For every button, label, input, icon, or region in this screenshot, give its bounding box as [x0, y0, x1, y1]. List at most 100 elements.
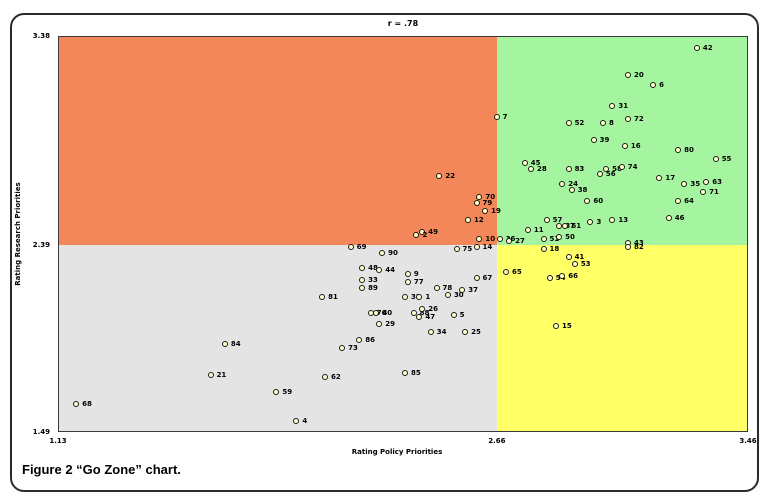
- point-marker-icon: [565, 120, 572, 127]
- data-point-25: 25: [462, 328, 481, 335]
- point-label: 68: [82, 400, 92, 409]
- point-label: 53: [580, 259, 591, 268]
- point-label: 59: [282, 387, 293, 396]
- data-point-55: 55: [712, 155, 731, 162]
- point-label: 57: [552, 215, 563, 224]
- plot-area: 42 20 6 31 7 52 8 72 39 16 80 55 45 28 83 56 58 74 17 24 35 6…: [58, 36, 748, 432]
- point-marker-icon: [571, 260, 578, 267]
- data-point-21: 21: [207, 372, 226, 379]
- point-marker-icon: [681, 181, 688, 188]
- data-point-45: 45: [521, 160, 540, 167]
- point-label: 20: [634, 70, 644, 79]
- point-marker-icon: [625, 71, 632, 78]
- quadrant-bottom-left: [59, 245, 497, 431]
- point-marker-icon: [359, 285, 366, 292]
- point-label: 76: [376, 309, 387, 318]
- data-point-67: 67: [473, 275, 492, 282]
- data-point-51: 51: [540, 235, 559, 242]
- point-label: 34: [436, 327, 447, 336]
- point-marker-icon: [319, 293, 326, 300]
- data-point-77: 77: [404, 279, 424, 286]
- y-tick-divider: 2.39: [32, 241, 50, 250]
- data-point-7: 7: [493, 113, 507, 120]
- point-label: 75: [462, 245, 473, 254]
- point-label: 52: [574, 119, 585, 128]
- point-label: 43: [634, 238, 644, 247]
- point-marker-icon: [473, 200, 480, 206]
- point-label: 70: [485, 192, 496, 201]
- point-label: 38: [577, 186, 588, 195]
- data-point-39: 39: [590, 136, 609, 143]
- point-label: 8: [609, 119, 614, 128]
- point-marker-icon: [559, 273, 566, 280]
- point-marker-icon: [402, 370, 409, 377]
- data-point-26: 26: [419, 305, 438, 314]
- point-marker-icon: [373, 310, 380, 317]
- data-point-70: 70: [476, 192, 496, 201]
- point-label: 71: [709, 188, 719, 197]
- data-point-65: 65: [502, 268, 522, 275]
- data-point-20: 20: [625, 70, 644, 79]
- data-point-80: 80: [675, 147, 694, 154]
- data-point-68: 68: [73, 400, 92, 409]
- point-label: 89: [368, 284, 378, 293]
- data-point-86: 86: [356, 337, 375, 344]
- data-point-40: 40: [373, 310, 392, 317]
- data-point-33: 33: [359, 277, 378, 284]
- data-point-6: 6: [650, 82, 664, 89]
- point-label: 12: [473, 215, 484, 224]
- point-marker-icon: [540, 246, 547, 253]
- data-point-2: 2: [413, 231, 427, 238]
- data-point-62: 62: [321, 374, 341, 381]
- data-point-66: 66: [559, 272, 579, 281]
- point-marker-icon: [473, 244, 480, 251]
- point-marker-icon: [496, 235, 503, 242]
- point-marker-icon: [207, 372, 214, 379]
- data-point-44: 44: [376, 265, 396, 274]
- point-marker-icon: [700, 189, 707, 196]
- point-marker-icon: [476, 193, 483, 200]
- point-marker-icon: [596, 170, 603, 177]
- point-label: 44: [385, 265, 396, 274]
- point-marker-icon: [565, 254, 572, 261]
- data-point-53: 53: [571, 259, 591, 268]
- data-point-24: 24: [559, 181, 578, 188]
- data-point-50: 50: [556, 233, 575, 240]
- point-marker-icon: [621, 143, 628, 150]
- scatter-points-layer: 42 20 6 31 7 52 8 72 39 16 80 55 45 28 83 56 58 74 17 24 35 6…: [59, 37, 747, 431]
- point-label: 74: [627, 163, 638, 172]
- x-tick-max: 3.46: [739, 437, 757, 445]
- data-point-19: 19: [482, 208, 501, 215]
- point-marker-icon: [609, 103, 616, 110]
- point-marker-icon: [359, 277, 366, 284]
- point-label: 46: [674, 213, 685, 222]
- point-label: 64: [684, 196, 694, 205]
- point-label: 26: [428, 305, 438, 314]
- point-label: 87: [565, 222, 575, 231]
- data-point-30: 30: [444, 291, 464, 298]
- point-marker-icon: [356, 337, 363, 344]
- point-label: 28: [537, 165, 547, 174]
- data-point-38: 38: [568, 186, 588, 195]
- point-marker-icon: [625, 115, 632, 122]
- point-label: 58: [612, 165, 622, 174]
- y-tick-max: 3.38: [32, 32, 50, 40]
- y-axis-title: Rating Research Priorities: [14, 182, 22, 286]
- point-marker-icon: [609, 216, 616, 223]
- data-point-9: 9: [404, 270, 419, 277]
- data-point-85: 85: [402, 370, 421, 377]
- point-label: 32: [411, 293, 421, 300]
- point-marker-icon: [693, 44, 700, 51]
- point-marker-icon: [450, 312, 457, 319]
- data-point-28: 28: [528, 165, 547, 174]
- point-marker-icon: [584, 197, 591, 204]
- data-point-57: 57: [543, 215, 563, 224]
- point-marker-icon: [404, 279, 411, 286]
- point-marker-icon: [376, 266, 383, 273]
- point-marker-icon: [521, 160, 528, 167]
- data-point-59: 59: [273, 387, 293, 396]
- point-marker-icon: [665, 214, 672, 221]
- point-label: 63: [712, 177, 723, 186]
- data-point-16: 16: [621, 143, 641, 150]
- point-label: 66: [568, 272, 579, 281]
